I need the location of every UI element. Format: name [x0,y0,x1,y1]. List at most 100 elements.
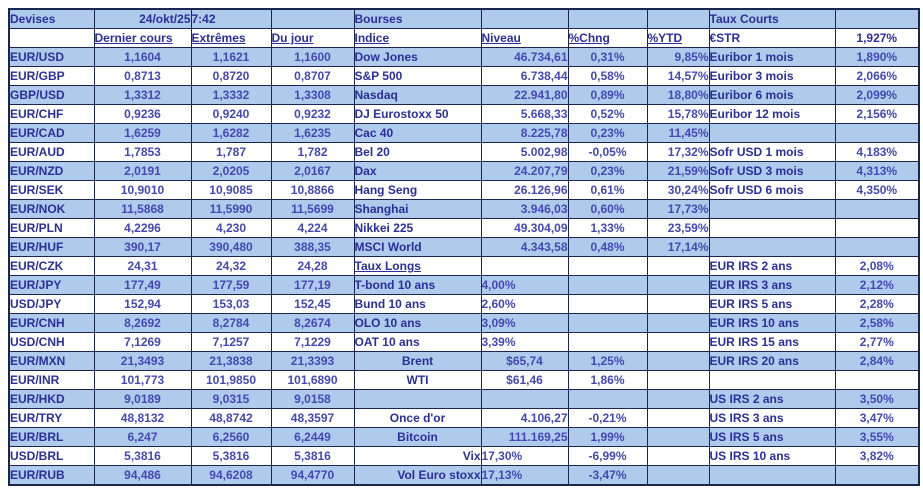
fx-extremes: 24,32 [190,256,272,276]
fx-pair: EUR/MXN [8,351,95,371]
rate-value: 2,84% [834,351,920,371]
fx-pair: EUR/USD [8,47,95,67]
index-name: Cac 40 [353,123,482,143]
empty-cell [646,351,710,371]
section-title-bourses: Bourses [353,8,482,29]
rate-name: EUR IRS 5 ans [708,294,836,314]
index-level: 17,30% [480,446,569,466]
fx-last: 48,8132 [93,408,192,428]
fx-extremes: 1,6282 [190,123,272,143]
fx-last: 94,486 [93,465,192,486]
fx-extremes: 5,3816 [190,446,272,466]
empty-cell [708,465,836,486]
index-name: OAT 10 ans [353,332,482,352]
fx-pair: EUR/SEK [8,180,95,200]
fx-extremes: 101,9850 [190,370,272,390]
index-chng: 0,23% [567,123,648,143]
index-chng: 1,33% [567,218,648,238]
empty-cell [567,275,648,295]
table-row: Devises 24/okt/25 7:42 Bourses Taux Courts [8,8,920,29]
col-header-du-jour: Du jour [270,28,355,48]
fx-du-jour: 11,5699 [270,199,355,219]
index-level: 3.946,03 [480,199,569,219]
fx-du-jour: 1,6235 [270,123,355,143]
fx-pair: EUR/BRL [8,427,95,447]
fx-last: 1,7853 [93,142,192,162]
index-chng: -3,47% [567,465,648,486]
fx-du-jour: 0,8707 [270,66,355,86]
rate-name: EUR IRS 10 ans [708,313,836,333]
rate-name: Sofr USD 3 mois [708,161,836,181]
fx-extremes: 10,9085 [190,180,272,200]
fx-extremes: 1,3332 [190,85,272,105]
empty-cell [567,332,648,352]
rate-name: Euribor 12 mois [708,104,836,124]
fx-pair: EUR/PLN [8,218,95,238]
fx-pair: EUR/HUF [8,237,95,257]
table-row: EUR/BRL 6,247 6,2560 6,2449 Bitcoin 111.169,2… [8,427,920,447]
empty-cell [567,389,648,409]
index-level: 5.668,33 [480,104,569,124]
fx-last: 6,247 [93,427,192,447]
table-row: USD/CNH 7,1269 7,1257 7,1229 OAT 10 ans 3,39%… [8,332,920,352]
fx-last: 1,1604 [93,47,192,67]
rate-value: 2,099% [834,85,920,105]
rate-value: 2,12% [834,275,920,295]
fx-du-jour: 388,35 [270,237,355,257]
index-ytd: 9,85% [646,47,710,67]
index-chng: 0,60% [567,199,648,219]
fx-last: 9,0189 [93,389,192,409]
fx-last: 24,31 [93,256,192,276]
fx-pair: USD/CNH [8,332,95,352]
rate-value: 4,183% [834,142,920,162]
empty-cell [646,389,710,409]
index-ytd: 17,32% [646,142,710,162]
index-chng: 0,89% [567,85,648,105]
index-level: 17,13% [480,465,569,486]
table-row: EUR/CZK 24,31 24,32 24,28 Taux Longs EUR IRS … [8,256,920,276]
index-chng: 0,31% [567,47,648,67]
fx-du-jour: 9,0158 [270,389,355,409]
index-ytd: 17,14% [646,237,710,257]
index-name: Bund 10 ans [353,294,482,314]
table-row: EUR/CHF 0,9236 0,9240 0,9232 DJ Eurostoxx 50… [8,104,920,124]
fx-last: 10,9010 [93,180,192,200]
index-chng: 1,99% [567,427,648,447]
rate-name: Sofr USD 6 mois [708,180,836,200]
rate-name: €STR [708,28,836,48]
index-name: DJ Eurostoxx 50 [353,104,482,124]
index-chng: 0,23% [567,161,648,181]
index-level: 46.734,61 [480,47,569,67]
fx-extremes: 8,2784 [190,313,272,333]
empty-cell [834,218,920,238]
fx-pair: EUR/HKD [8,389,95,409]
fx-pair: EUR/JPY [8,275,95,295]
col-header-extremes: Extrêmes [190,28,272,48]
index-level: $61,46 [480,370,569,390]
fx-du-jour: 21,3393 [270,351,355,371]
header-date: 24/okt/25 [93,8,192,29]
index-chng: -0,05% [567,142,648,162]
table-row: Dernier cours Extrêmes Du jour Indice Niveau… [8,28,920,48]
empty-cell [480,256,569,276]
rate-value: 3,50% [834,389,920,409]
index-ytd: 30,24% [646,180,710,200]
rate-name: Sofr USD 1 mois [708,142,836,162]
index-name: T-bond 10 ans [353,275,482,295]
fx-last: 0,8713 [93,66,192,86]
fx-pair: EUR/CNH [8,313,95,333]
index-ytd: 11,45% [646,123,710,143]
fx-du-jour: 24,28 [270,256,355,276]
empty-cell [646,8,710,29]
fx-pair: EUR/CHF [8,104,95,124]
fx-pair: EUR/TRY [8,408,95,428]
empty-cell [708,199,836,219]
rate-name: EUR IRS 20 ans [708,351,836,371]
index-chng: -6,99% [567,446,648,466]
index-name: Nikkei 225 [353,218,482,238]
fx-last: 0,9236 [93,104,192,124]
fx-last: 2,0191 [93,161,192,181]
table-row: EUR/NOK 11,5868 11,5990 11,5699 Shanghai 3.94… [8,199,920,219]
table-row: EUR/GBP 0,8713 0,8720 0,8707 S&P 500 6.738,44… [8,66,920,86]
index-name: Bitcoin [353,427,482,447]
